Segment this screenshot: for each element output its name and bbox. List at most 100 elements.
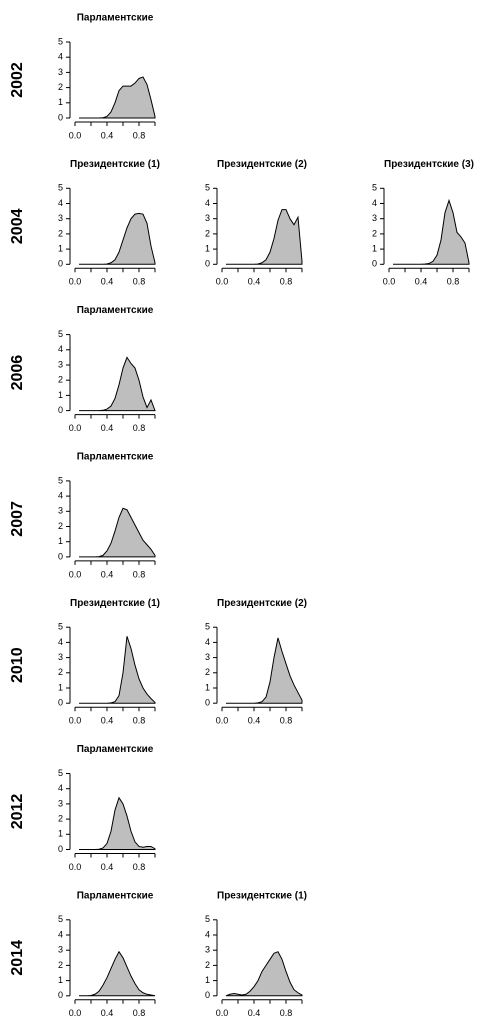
x-tick-label: 0.8 bbox=[133, 862, 146, 872]
y-tick-label: 4 bbox=[58, 52, 63, 62]
y-tick-label: 4 bbox=[58, 490, 63, 500]
x-tick-label: 0.8 bbox=[133, 716, 146, 726]
density-area bbox=[79, 950, 156, 997]
x-tick-label: 0.0 bbox=[383, 277, 396, 287]
x-tick-label: 0.4 bbox=[101, 130, 114, 140]
density-area bbox=[79, 356, 156, 412]
chart-title: Президентские (2) bbox=[217, 159, 307, 170]
y-tick-label: 4 bbox=[205, 637, 210, 647]
density-area bbox=[226, 209, 303, 265]
x-tick-label: 0.4 bbox=[101, 716, 114, 726]
y-tick-label: 1 bbox=[205, 682, 210, 692]
row-year: 2006 bbox=[9, 355, 26, 391]
x-tick-label: 0.4 bbox=[101, 1008, 114, 1018]
y-tick-label: 2 bbox=[205, 667, 210, 677]
x-tick-label: 0.4 bbox=[101, 423, 114, 433]
chart-title: Парламентские bbox=[77, 305, 154, 316]
y-tick-label: 2 bbox=[58, 813, 63, 823]
x-tick-label: 0.8 bbox=[133, 1008, 146, 1018]
y-tick-label: 5 bbox=[58, 914, 63, 924]
y-tick-label: 0 bbox=[205, 259, 210, 269]
x-tick-label: 0.8 bbox=[133, 423, 146, 433]
density-area bbox=[79, 796, 156, 850]
y-tick-label: 4 bbox=[58, 344, 63, 354]
y-tick-label: 2 bbox=[205, 960, 210, 970]
chart-title: Парламентские bbox=[77, 744, 154, 755]
x-tick-label: 0.0 bbox=[69, 423, 82, 433]
y-tick-label: 4 bbox=[58, 198, 63, 208]
y-tick-label: 0 bbox=[58, 844, 63, 854]
y-tick-label: 0 bbox=[58, 990, 63, 1000]
x-tick-label: 0.4 bbox=[248, 716, 261, 726]
y-tick-label: 3 bbox=[372, 213, 377, 223]
row-year: 2014 bbox=[9, 940, 26, 976]
y-tick-label: 3 bbox=[205, 945, 210, 955]
y-tick-label: 2 bbox=[205, 228, 210, 238]
density-area bbox=[79, 636, 156, 704]
y-tick-label: 3 bbox=[58, 213, 63, 223]
y-tick-label: 4 bbox=[58, 783, 63, 793]
y-tick-label: 3 bbox=[58, 798, 63, 808]
x-tick-label: 0.8 bbox=[133, 569, 146, 579]
y-tick-label: 1 bbox=[205, 243, 210, 253]
x-tick-label: 0.0 bbox=[216, 1008, 229, 1018]
x-tick-label: 0.8 bbox=[133, 277, 146, 287]
y-tick-label: 3 bbox=[58, 67, 63, 77]
density-area bbox=[79, 76, 156, 119]
row-year: 2004 bbox=[9, 208, 26, 244]
y-tick-label: 5 bbox=[58, 768, 63, 778]
y-tick-label: 3 bbox=[205, 652, 210, 662]
x-tick-label: 0.8 bbox=[280, 277, 293, 287]
y-tick-label: 1 bbox=[205, 975, 210, 985]
x-tick-label: 0.8 bbox=[133, 130, 146, 140]
chart-title: Президентские (1) bbox=[217, 890, 307, 901]
chart-title: Парламентские bbox=[77, 890, 154, 901]
y-tick-label: 3 bbox=[58, 506, 63, 516]
row-year: 2012 bbox=[9, 794, 26, 830]
x-tick-label: 0.0 bbox=[69, 277, 82, 287]
x-tick-label: 0.4 bbox=[415, 277, 428, 287]
y-tick-label: 2 bbox=[58, 375, 63, 385]
y-tick-label: 5 bbox=[205, 183, 210, 193]
y-tick-label: 0 bbox=[58, 551, 63, 561]
chart-title: Президентские (3) bbox=[384, 159, 474, 170]
y-tick-label: 0 bbox=[58, 698, 63, 708]
x-tick-label: 0.4 bbox=[101, 862, 114, 872]
y-tick-label: 0 bbox=[58, 259, 63, 269]
y-tick-label: 4 bbox=[205, 198, 210, 208]
y-tick-label: 5 bbox=[58, 36, 63, 46]
chart-title: Президентские (2) bbox=[217, 598, 307, 609]
y-tick-label: 4 bbox=[58, 929, 63, 939]
y-tick-label: 3 bbox=[58, 359, 63, 369]
y-tick-label: 3 bbox=[205, 213, 210, 223]
x-tick-label: 0.4 bbox=[101, 569, 114, 579]
y-tick-label: 5 bbox=[205, 914, 210, 924]
chart-title: Президентские (1) bbox=[70, 598, 160, 609]
x-tick-label: 0.0 bbox=[69, 862, 82, 872]
y-tick-label: 2 bbox=[58, 960, 63, 970]
x-tick-label: 0.0 bbox=[69, 569, 82, 579]
x-tick-label: 0.4 bbox=[248, 277, 261, 287]
y-tick-label: 2 bbox=[58, 521, 63, 531]
y-tick-label: 0 bbox=[205, 990, 210, 1000]
chart-title: Парламентские bbox=[77, 452, 154, 463]
y-tick-label: 5 bbox=[58, 475, 63, 485]
x-tick-label: 0.8 bbox=[280, 716, 293, 726]
x-tick-label: 0.0 bbox=[69, 130, 82, 140]
x-tick-label: 0.0 bbox=[69, 1008, 82, 1018]
y-tick-label: 0 bbox=[58, 112, 63, 122]
y-tick-label: 2 bbox=[372, 228, 377, 238]
density-area bbox=[79, 212, 156, 265]
y-tick-label: 5 bbox=[58, 329, 63, 339]
density-area bbox=[226, 637, 303, 704]
y-tick-label: 5 bbox=[205, 622, 210, 632]
y-tick-label: 3 bbox=[58, 652, 63, 662]
row-year: 2002 bbox=[9, 62, 26, 98]
y-tick-label: 5 bbox=[58, 622, 63, 632]
y-tick-label: 1 bbox=[58, 243, 63, 253]
y-tick-label: 1 bbox=[58, 390, 63, 400]
y-tick-label: 5 bbox=[58, 183, 63, 193]
y-tick-label: 1 bbox=[58, 97, 63, 107]
y-tick-label: 4 bbox=[58, 637, 63, 647]
